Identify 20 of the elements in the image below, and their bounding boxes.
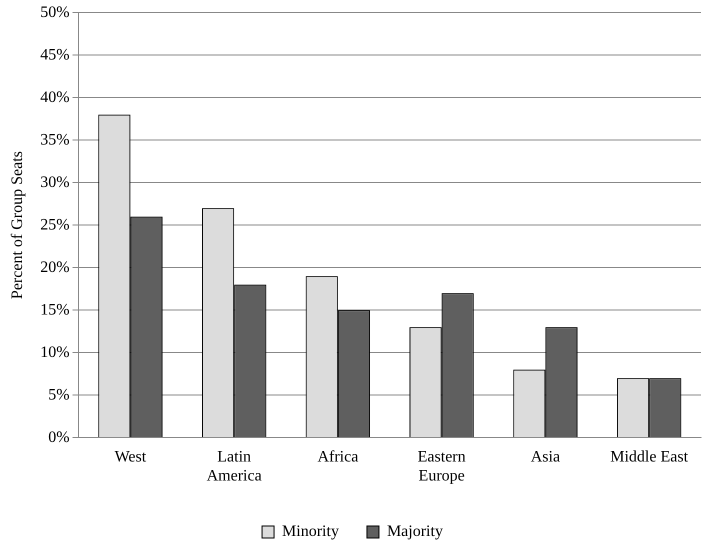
x-tick-label: Eastern Europe bbox=[418, 448, 466, 485]
y-tick-label: 20% bbox=[40, 258, 70, 276]
y-tick-label: 40% bbox=[40, 88, 70, 106]
x-tick-label: Latin America bbox=[206, 448, 262, 485]
y-tick-label: 45% bbox=[40, 46, 70, 64]
y-tick-label: 15% bbox=[40, 301, 70, 318]
x-tick-label: Africa bbox=[317, 448, 358, 466]
y-tick-label: 25% bbox=[40, 216, 70, 234]
x-tick-label: Middle East bbox=[610, 448, 689, 466]
y-tick-label: 30% bbox=[40, 174, 70, 191]
y-tick-label: 10% bbox=[40, 344, 70, 361]
x-tick-label: Asia bbox=[530, 448, 560, 466]
y-tick-label: 35% bbox=[40, 131, 70, 148]
y-axis-title: Percent of Group Seats bbox=[8, 151, 26, 300]
y-tick-label: 50% bbox=[40, 4, 70, 21]
y-tick-label: 0% bbox=[48, 428, 70, 446]
x-tick-label: West bbox=[114, 448, 147, 466]
y-tick-label: 5% bbox=[48, 386, 70, 404]
legend-label: Majority bbox=[386, 523, 443, 540]
legend-label: Minority bbox=[282, 523, 339, 540]
